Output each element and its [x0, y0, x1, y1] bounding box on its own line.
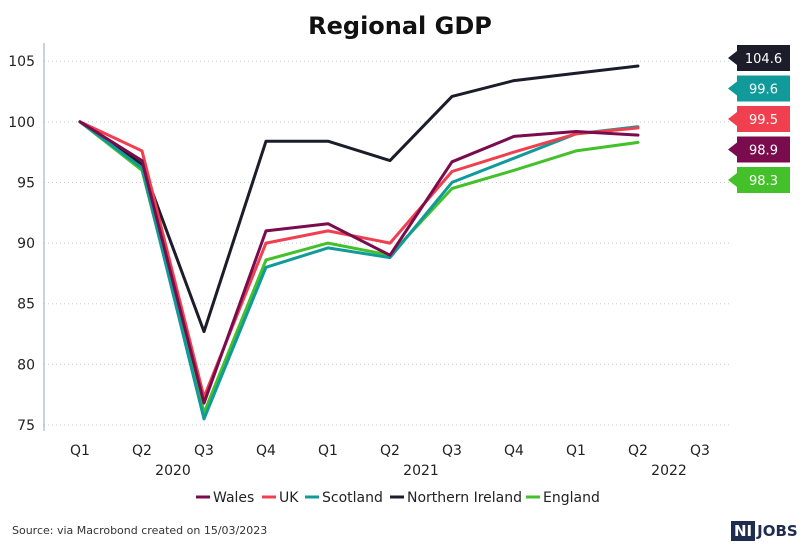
legend-item-uk: UK: [262, 490, 299, 506]
x-axis-year-labels: 2020 2021 2022: [155, 463, 687, 479]
series-line-scotland: [78, 120, 640, 421]
year-label: 2022: [651, 463, 687, 479]
x-tick-label: Q2: [380, 443, 400, 459]
end-label-northern-ireland: 104.6: [728, 45, 790, 71]
end-label-pointer: [728, 142, 737, 157]
end-label-pointer: [728, 173, 737, 187]
legend-item-wales: Wales: [196, 490, 254, 506]
y-tick-label: 100: [8, 115, 35, 131]
legend-item-scotland: Scotland: [305, 490, 383, 506]
year-label: 2020: [155, 463, 191, 479]
end-label-pointer: [728, 112, 737, 126]
end-label-box: [737, 167, 790, 193]
x-tick-label: Q3: [442, 443, 462, 459]
x-tick-label: Q3: [690, 443, 710, 459]
end-label-value: 98.3: [749, 174, 778, 189]
y-tick-label: 85: [17, 297, 35, 313]
logo-jobs-text: JOBS: [757, 522, 798, 540]
x-tick-label: Q2: [132, 443, 152, 459]
legend-label: Northern Ireland: [407, 490, 522, 506]
end-label-box: [737, 136, 790, 163]
end-label-box: [737, 45, 790, 71]
end-label-pointer: [728, 51, 737, 65]
y-tick-label: 75: [17, 418, 35, 434]
source-note: Source: via Macrobond created on 15/03/2…: [12, 524, 268, 537]
legend-item-northern-ireland: Northern Ireland: [390, 490, 522, 506]
legend-label: Scotland: [322, 490, 383, 506]
series-line-england: [78, 120, 640, 415]
end-label-value: 99.5: [749, 113, 778, 128]
x-tick-label: Q1: [318, 443, 338, 459]
end-label-box: [737, 75, 790, 102]
year-label: 2021: [403, 463, 439, 479]
series-line-wales: [78, 120, 640, 405]
x-tick-label: Q1: [566, 443, 586, 459]
end-label-pointer: [728, 81, 737, 96]
legend-item-england: England: [526, 490, 600, 506]
y-tick-label: 95: [17, 175, 35, 191]
legend-label: England: [543, 490, 600, 506]
end-label-uk: 99.5: [728, 106, 790, 132]
series-line-northern-ireland: [78, 64, 640, 334]
end-label-scotland: 99.6: [728, 75, 790, 102]
x-tick-label: Q4: [256, 443, 276, 459]
x-tick-label: Q1: [70, 443, 90, 459]
end-label-box: [737, 106, 790, 132]
legend-label: UK: [279, 490, 299, 506]
x-axis-ticks: Q1 Q2 Q3 Q4 Q1 Q2 Q3 Q4 Q1 Q2 Q3: [70, 443, 710, 459]
y-axis-ticks: 75 80 85 90 95 100 105: [8, 54, 35, 434]
y-tick-label: 105: [8, 54, 35, 70]
end-label-wales: 98.9: [728, 136, 790, 163]
end-label-value: 98.9: [749, 144, 778, 159]
legend: Wales UK Scotland Northern Ireland England: [196, 490, 600, 506]
chart-title: Regional GDP: [308, 12, 492, 40]
x-tick-label: Q3: [194, 443, 214, 459]
y-tick-label: 90: [17, 236, 35, 252]
end-label-value: 104.6: [745, 52, 782, 67]
logo-ni-text: NI: [731, 521, 756, 541]
nijobs-logo: NI JOBS: [731, 519, 798, 543]
end-value-labels: 104.6 99.6 99.5 98.9 98.3: [728, 45, 790, 193]
series-line-uk: [78, 120, 640, 399]
legend-label: Wales: [213, 490, 254, 506]
x-tick-label: Q2: [628, 443, 648, 459]
series-lines: [78, 64, 640, 421]
x-tick-label: Q4: [504, 443, 524, 459]
end-label-england: 98.3: [728, 167, 790, 193]
y-tick-label: 80: [17, 357, 35, 373]
end-label-value: 99.6: [749, 83, 778, 98]
